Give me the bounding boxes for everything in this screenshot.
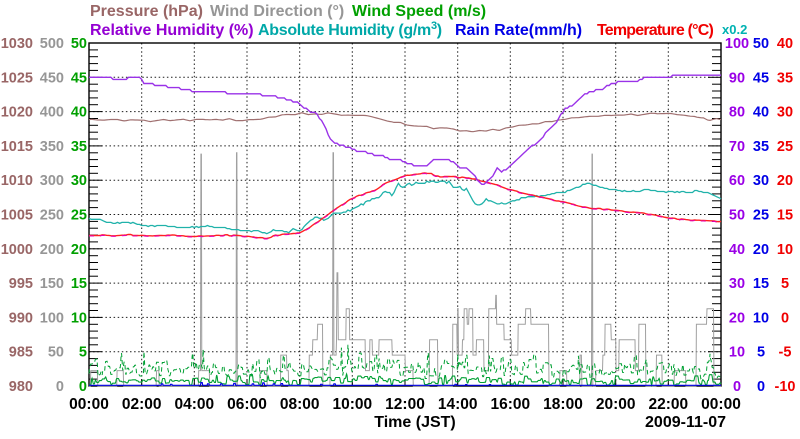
svg-text:400: 400 bbox=[40, 105, 64, 121]
svg-text:02:00: 02:00 bbox=[122, 396, 162, 413]
svg-text:15: 15 bbox=[71, 276, 87, 292]
svg-text:5: 5 bbox=[79, 345, 87, 361]
svg-text:100: 100 bbox=[40, 310, 64, 326]
svg-text:350: 350 bbox=[40, 139, 64, 155]
svg-text:18:00: 18:00 bbox=[543, 396, 583, 413]
svg-text:45: 45 bbox=[753, 70, 769, 86]
svg-text:0: 0 bbox=[79, 379, 87, 395]
svg-text:5: 5 bbox=[757, 345, 765, 361]
svg-text:60: 60 bbox=[729, 173, 745, 189]
svg-text:50: 50 bbox=[71, 36, 87, 52]
svg-text:10: 10 bbox=[777, 242, 793, 258]
svg-text:70: 70 bbox=[729, 139, 745, 155]
svg-text:x0.2: x0.2 bbox=[722, 22, 747, 37]
svg-text:980: 980 bbox=[9, 379, 33, 395]
svg-text:25: 25 bbox=[753, 208, 769, 224]
svg-text:40: 40 bbox=[729, 242, 745, 258]
svg-text:25: 25 bbox=[777, 139, 793, 155]
svg-text:08:00: 08:00 bbox=[280, 396, 320, 413]
svg-text:30: 30 bbox=[753, 173, 769, 189]
svg-text:Pressure (hPa): Pressure (hPa) bbox=[90, 3, 203, 20]
svg-text:0: 0 bbox=[781, 310, 789, 326]
svg-text:2009-11-07: 2009-11-07 bbox=[645, 414, 726, 431]
svg-text:04:00: 04:00 bbox=[174, 396, 214, 413]
svg-text:50: 50 bbox=[753, 36, 769, 52]
svg-text:45: 45 bbox=[71, 70, 87, 86]
svg-text:06:00: 06:00 bbox=[227, 396, 267, 413]
svg-text:10:00: 10:00 bbox=[332, 396, 372, 413]
svg-text:25: 25 bbox=[71, 208, 87, 224]
svg-text:250: 250 bbox=[40, 208, 64, 224]
svg-text:90: 90 bbox=[729, 70, 745, 86]
svg-text:35: 35 bbox=[71, 139, 87, 155]
svg-text:Rain Rate(mm/h): Rain Rate(mm/h) bbox=[455, 22, 582, 39]
svg-text:Temperature (°C): Temperature (°C) bbox=[597, 22, 713, 39]
svg-text:50: 50 bbox=[48, 345, 64, 361]
svg-text:1025: 1025 bbox=[1, 70, 33, 86]
svg-text:Wind Speed (m/s): Wind Speed (m/s) bbox=[352, 3, 486, 20]
svg-text:40: 40 bbox=[777, 36, 793, 52]
svg-text:12:00: 12:00 bbox=[385, 396, 425, 413]
svg-text:Time (JST): Time (JST) bbox=[374, 414, 456, 431]
svg-text:100: 100 bbox=[725, 36, 749, 52]
svg-text:20:00: 20:00 bbox=[596, 396, 636, 413]
svg-text:14:00: 14:00 bbox=[438, 396, 478, 413]
svg-text:0: 0 bbox=[757, 379, 765, 395]
svg-text:995: 995 bbox=[9, 276, 33, 292]
svg-text:20: 20 bbox=[729, 310, 745, 326]
svg-text:1020: 1020 bbox=[1, 105, 33, 121]
svg-text:80: 80 bbox=[729, 105, 745, 121]
svg-text:0: 0 bbox=[56, 379, 64, 395]
svg-text:22:00: 22:00 bbox=[648, 396, 688, 413]
svg-text:30: 30 bbox=[729, 276, 745, 292]
svg-text:10: 10 bbox=[729, 345, 745, 361]
svg-text:-10: -10 bbox=[775, 379, 796, 395]
svg-text:30: 30 bbox=[777, 105, 793, 121]
svg-text:-5: -5 bbox=[779, 345, 792, 361]
svg-text:40: 40 bbox=[753, 105, 769, 121]
svg-text:1010: 1010 bbox=[1, 173, 33, 189]
svg-text:1015: 1015 bbox=[1, 139, 33, 155]
svg-text:985: 985 bbox=[9, 345, 33, 361]
svg-text:00:00: 00:00 bbox=[69, 396, 109, 413]
svg-text:50: 50 bbox=[729, 208, 745, 224]
svg-text:500: 500 bbox=[40, 36, 64, 52]
svg-text:Wind Direction (°): Wind Direction (°) bbox=[210, 3, 344, 20]
svg-text:16:00: 16:00 bbox=[490, 396, 530, 413]
svg-text:0: 0 bbox=[733, 379, 741, 395]
svg-text:30: 30 bbox=[71, 173, 87, 189]
svg-text:Relative Humidity (%): Relative Humidity (%) bbox=[90, 22, 254, 39]
svg-text:35: 35 bbox=[777, 70, 793, 86]
svg-text:300: 300 bbox=[40, 173, 64, 189]
svg-text:20: 20 bbox=[753, 242, 769, 258]
svg-text:5: 5 bbox=[781, 276, 789, 292]
svg-text:00:00: 00:00 bbox=[701, 396, 741, 413]
svg-text:20: 20 bbox=[71, 242, 87, 258]
svg-text:20: 20 bbox=[777, 173, 793, 189]
svg-text:150: 150 bbox=[40, 276, 64, 292]
svg-text:450: 450 bbox=[40, 70, 64, 86]
svg-text:990: 990 bbox=[9, 310, 33, 326]
svg-text:10: 10 bbox=[71, 310, 87, 326]
svg-text:15: 15 bbox=[777, 208, 793, 224]
svg-text:35: 35 bbox=[753, 139, 769, 155]
svg-text:10: 10 bbox=[753, 310, 769, 326]
svg-text:40: 40 bbox=[71, 105, 87, 121]
svg-text:15: 15 bbox=[753, 276, 769, 292]
svg-text:1005: 1005 bbox=[1, 208, 33, 224]
svg-text:1000: 1000 bbox=[1, 242, 33, 258]
svg-text:200: 200 bbox=[40, 242, 64, 258]
svg-text:1030: 1030 bbox=[1, 36, 33, 52]
svg-text:Absolute Humidity (g/m3): Absolute Humidity (g/m3) bbox=[258, 20, 442, 39]
